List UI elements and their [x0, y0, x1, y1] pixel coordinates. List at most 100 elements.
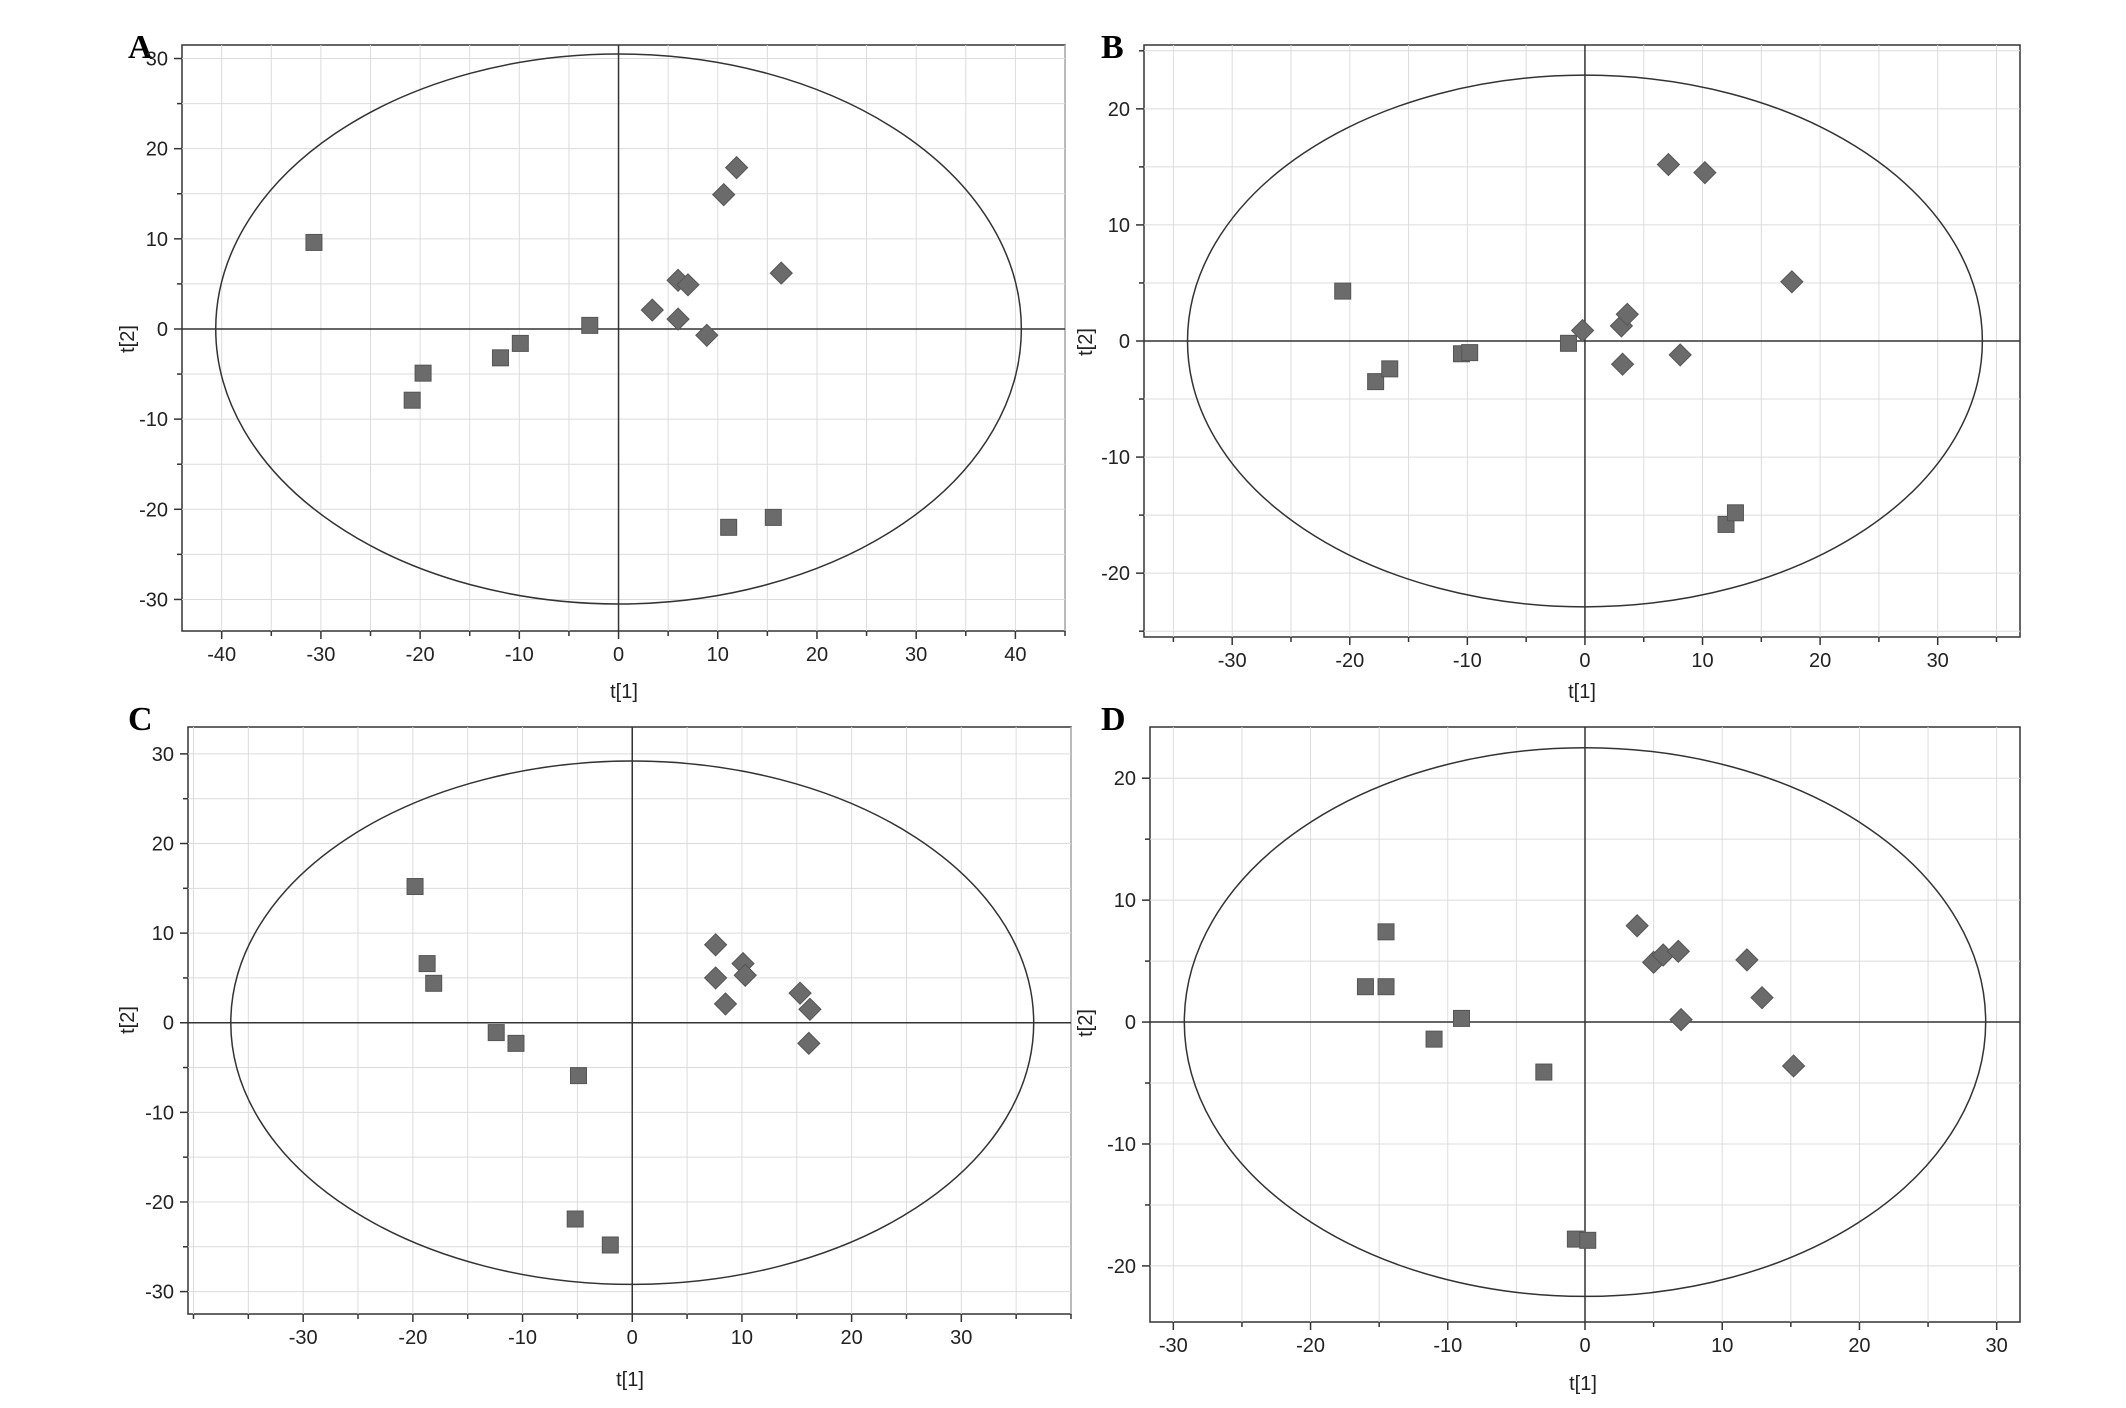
x-tick-label: 20 [1848, 1335, 1870, 1357]
y-axis-title: t[2] [117, 325, 139, 353]
y-tick-label: 10 [1114, 890, 1136, 912]
x-tick-label: 30 [1927, 650, 1949, 672]
plot-area: -40 -30 -20 -10 0 10 20 30 40 -30 -20 -10 0 10 20 30 [139, 44, 1066, 666]
diamond-data-point [713, 992, 738, 1016]
square-data-point [511, 334, 529, 352]
y-tick-label: -20 [1107, 1256, 1136, 1278]
panel-letter: B [1101, 29, 1124, 66]
diamond-data-point [1615, 302, 1639, 327]
square-data-point [1461, 344, 1479, 362]
x-tick-label: -30 [1218, 650, 1247, 672]
x-tick-label: 0 [613, 644, 624, 666]
y-tick-label: -20 [1101, 563, 1130, 585]
square-data-point [1425, 1030, 1443, 1048]
diamond-data-point [1693, 160, 1717, 185]
x-tick-label: -30 [1159, 1335, 1188, 1357]
y-axis-title: t[2] [117, 1006, 139, 1034]
diamond-data-point [1666, 939, 1691, 964]
diamond-data-point [788, 981, 812, 1005]
y-tick-label: -20 [145, 1192, 174, 1214]
diamond-data-point [676, 273, 700, 297]
square-data-point [406, 878, 424, 896]
x-tick-label: -10 [1433, 1335, 1462, 1357]
diamond-data-point [703, 933, 728, 957]
score-plot-panel-b: B -30 -20 -10 0 10 20 30 -20 -10 0 10 20 t[1] t[2] [1075, 29, 2021, 703]
x-tick-label: -20 [398, 1327, 427, 1349]
x-tick-label: 10 [731, 1327, 753, 1349]
diamond-data-point [1735, 948, 1759, 972]
diamond-data-point [703, 966, 728, 990]
y-tick-label: -30 [145, 1282, 174, 1304]
diamond-data-point [666, 307, 690, 331]
square-data-point [1334, 282, 1352, 300]
diamond-data-point [1781, 1054, 1806, 1078]
y-tick-label: 20 [1108, 99, 1130, 121]
x-tick-label: 0 [1579, 650, 1590, 672]
y-tick-label: -10 [145, 1102, 174, 1124]
square-data-point [581, 316, 599, 334]
y-tick-label: 0 [157, 319, 168, 341]
square-data-point [1726, 504, 1744, 522]
square-data-point [1377, 923, 1395, 941]
y-tick-label: 10 [1108, 215, 1130, 237]
square-data-point [764, 508, 782, 526]
diamond-data-point [1656, 152, 1681, 177]
diamond-data-point [1750, 985, 1774, 1010]
y-tick-label: -10 [1101, 447, 1130, 469]
square-data-point [720, 518, 738, 536]
x-tick-label: -10 [508, 1327, 537, 1349]
plot-frame [181, 44, 1066, 632]
square-data-point [1367, 373, 1385, 391]
confidence-ellipse [1186, 74, 1984, 608]
x-tick-label: 10 [707, 644, 729, 666]
panel-letter: D [1101, 701, 1126, 738]
diamond-data-point [695, 323, 719, 348]
x-tick-label: 10 [1711, 1335, 1733, 1357]
x-tick-label: 0 [1579, 1335, 1590, 1357]
y-tick-label: 10 [152, 923, 174, 945]
x-tick-label: 0 [627, 1327, 638, 1349]
confidence-ellipse [230, 760, 1035, 1286]
y-tick-label: -30 [139, 589, 168, 611]
y-tick-label: 10 [146, 229, 168, 251]
x-axis-title: t[1] [616, 1369, 644, 1391]
y-tick-label: 0 [1125, 1012, 1136, 1034]
square-data-point [1381, 360, 1399, 378]
x-tick-label: 30 [905, 644, 927, 666]
x-tick-label: 30 [950, 1327, 972, 1349]
square-data-point [305, 233, 323, 251]
y-tick-label: -20 [139, 499, 168, 521]
x-tick-label: -30 [306, 644, 335, 666]
square-data-point [507, 1034, 525, 1052]
diamond-data-point [640, 298, 664, 322]
square-data-point [491, 349, 509, 367]
x-tick-label: 10 [1691, 650, 1713, 672]
diamond-data-point [1570, 318, 1595, 343]
x-axis-title: t[1] [1569, 1373, 1597, 1395]
square-data-point [425, 974, 443, 992]
y-axis-title: t[2] [1075, 1009, 1097, 1037]
square-data-point [414, 364, 432, 382]
square-data-point [1377, 978, 1395, 996]
x-tick-label: 40 [1004, 644, 1026, 666]
y-axis-title: t[2] [1075, 328, 1097, 356]
square-data-point [569, 1067, 587, 1085]
x-tick-label: 30 [1986, 1335, 2008, 1357]
diamond-data-point [798, 997, 822, 1022]
plot-area: -30 -20 -10 0 10 20 30 -20 -10 0 10 20 [1107, 726, 2021, 1357]
diamond-data-point [1610, 352, 1635, 376]
x-tick-label: -10 [505, 644, 534, 666]
y-tick-label: 20 [152, 834, 174, 856]
plot-area: -30 -20 -10 0 10 20 30 -30 -20 -10 0 10 20 30 [145, 726, 1072, 1349]
square-data-point [1559, 334, 1577, 352]
square-data-point [487, 1024, 505, 1042]
y-tick-label: 20 [146, 139, 168, 161]
score-plot-panel-d: D -30 -20 -10 0 10 20 30 -20 -10 0 10 20 t[1] t[2] [1075, 701, 2021, 1395]
diamond-data-point [1780, 270, 1804, 294]
y-tick-label: 30 [146, 49, 168, 71]
x-tick-label: -20 [1335, 650, 1364, 672]
x-tick-label: -10 [1453, 650, 1482, 672]
x-tick-label: 20 [806, 644, 828, 666]
